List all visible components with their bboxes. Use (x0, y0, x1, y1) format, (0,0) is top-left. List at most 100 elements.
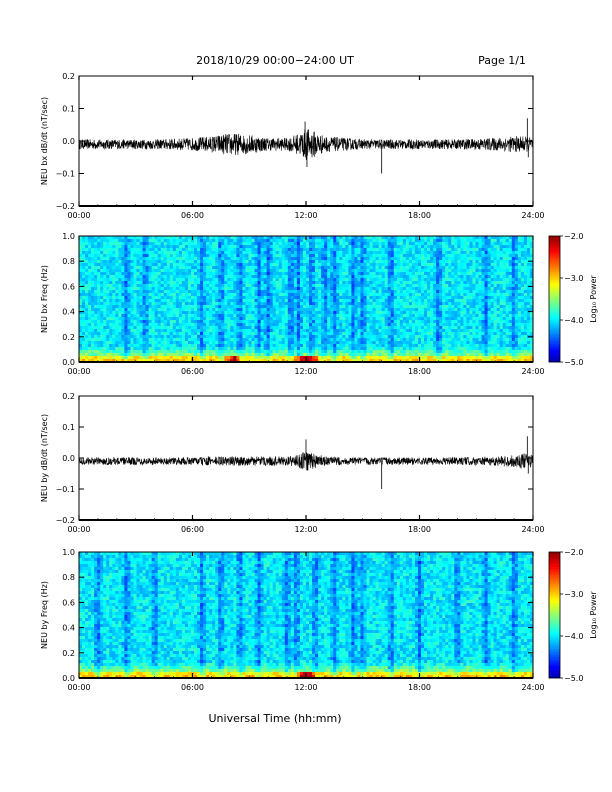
spectrogram-cell (109, 308, 113, 312)
spectrogram-cell (260, 338, 265, 342)
spectrogram-cell (218, 344, 222, 348)
spectrogram-cell (206, 287, 210, 291)
spectrogram-cell (224, 341, 228, 345)
spectrogram-cell (251, 296, 255, 300)
spectrogram-cell (411, 347, 416, 351)
spectrogram-cell (124, 320, 128, 324)
spectrogram-cell (254, 317, 258, 321)
spectrogram-cell (133, 266, 137, 270)
spectrogram-cell (354, 329, 358, 333)
spectrogram-cell (306, 356, 310, 360)
spectrogram-cell (148, 245, 153, 249)
spectrogram-cell (396, 299, 401, 303)
spectrogram-cell (236, 278, 240, 282)
spectrogram-cell (203, 308, 207, 312)
spectrogram-cell (212, 299, 216, 303)
spectrogram-cell (166, 260, 171, 264)
spectrogram-cell (139, 254, 143, 258)
spectrogram-cell (154, 323, 159, 327)
spectrogram-cell (342, 335, 346, 339)
spectrogram-cell (430, 296, 434, 300)
spectrogram-cell (112, 350, 116, 354)
spectrogram-cell (85, 269, 89, 273)
spectrogram-cell (266, 344, 271, 348)
spectrogram-cell (145, 329, 150, 333)
spectrogram-cell (172, 293, 177, 297)
spectrogram-cell (293, 239, 298, 243)
spectrogram-cell (148, 347, 153, 351)
spectrogram-cell (181, 254, 186, 258)
spectrogram-cell (306, 275, 310, 279)
spectrogram-cell (88, 269, 92, 273)
spectrogram-cell (281, 293, 286, 297)
spectrogram-cell (206, 257, 210, 261)
spectrogram-cell (381, 356, 386, 360)
spectrogram-cell (109, 281, 113, 285)
spectrogram-cell (339, 332, 343, 336)
spectrogram-cell (239, 269, 243, 273)
spectrogram-cell (197, 314, 201, 318)
spectrogram-cell (263, 251, 268, 255)
spectrogram-cell (206, 308, 210, 312)
spectrogram-cell (348, 236, 352, 240)
spectrogram-cell (378, 272, 383, 276)
spectrogram-cell (281, 302, 286, 306)
spectrogram-cell (375, 242, 380, 246)
spectrogram-cell (88, 260, 92, 264)
spectrogram-cell (197, 239, 201, 243)
spectrogram-cell (281, 338, 286, 342)
spectrogram-cell (184, 251, 189, 255)
spectrogram-cell (109, 344, 113, 348)
spectrogram-cell (293, 323, 298, 327)
spectrogram-cell (124, 275, 128, 279)
spectrogram-cell (402, 251, 407, 255)
spectrogram-cell (236, 284, 240, 288)
spectrogram-cell (100, 245, 104, 249)
spectrogram-cell (236, 326, 240, 330)
spectrogram-cell (100, 353, 104, 357)
spectrogram-cell (97, 242, 101, 246)
spectrogram-cell (421, 302, 425, 306)
spectrogram-cell (97, 266, 101, 270)
spectrogram-cell (405, 248, 410, 252)
spectrogram-cell (263, 263, 268, 267)
spectrogram-cell (230, 311, 234, 315)
spectrogram-cell (269, 263, 274, 267)
spectrogram-cell (103, 272, 107, 276)
spectrogram-cell (139, 335, 143, 339)
spectrogram-cell (339, 248, 343, 252)
spectrogram-cell (160, 260, 165, 264)
spectrogram-cell (384, 278, 389, 282)
spectrogram-cell (172, 284, 177, 288)
spectrogram-cell (427, 344, 431, 348)
spectrogram-cell (339, 338, 343, 342)
spectrogram-cell (251, 335, 255, 339)
spectrogram-cell (175, 269, 180, 273)
spectrogram-cell (181, 329, 186, 333)
spectrogram-cell (257, 275, 261, 279)
spectrogram-cell (242, 308, 246, 312)
spectrogram-cell (91, 359, 95, 363)
spectrogram-cell (336, 359, 340, 363)
spectrogram-cell (94, 257, 98, 261)
spectrogram-cell (315, 350, 319, 354)
spectrogram-cell (324, 335, 328, 339)
spectrogram-cell (206, 347, 210, 351)
spectrogram-cell (236, 332, 240, 336)
spectrogram-cell (312, 329, 316, 333)
spectrogram-cell (209, 317, 213, 321)
spectrogram-cell (266, 341, 271, 345)
spectrogram-cell (327, 239, 331, 243)
spectrogram-cell (197, 350, 201, 354)
spectrogram-cell (203, 293, 207, 297)
spectrogram-cell (212, 245, 216, 249)
spectrogram-cell (145, 344, 150, 348)
spectrogram-cell (381, 239, 386, 243)
spectrogram-cell (309, 254, 313, 258)
spectrogram-cell (224, 239, 228, 243)
spectrogram-cell (299, 308, 304, 312)
spectrogram-cell (133, 257, 137, 261)
spectrogram-cell (408, 245, 413, 249)
spectrogram-cell (187, 251, 192, 255)
spectrogram-cell (396, 239, 401, 243)
